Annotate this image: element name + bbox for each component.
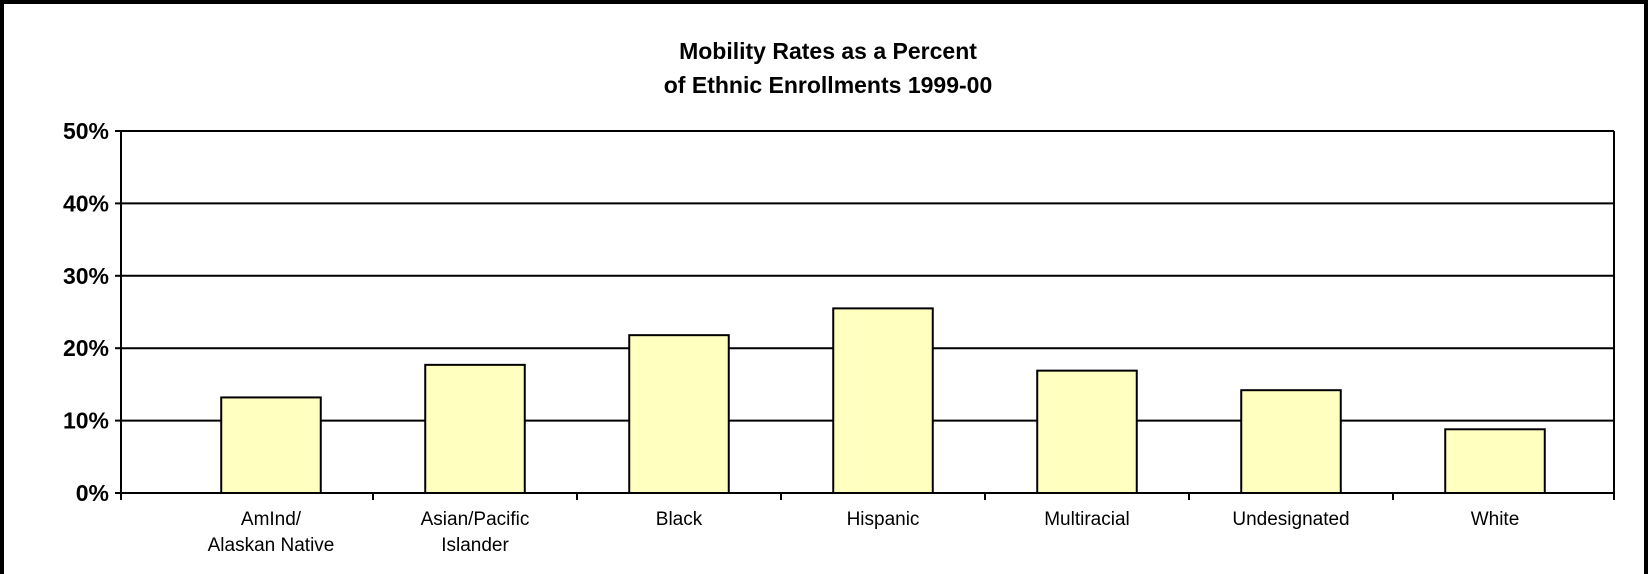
bar: [628, 334, 730, 494]
x-tick-label: AmInd/Alaskan Native: [208, 509, 335, 556]
x-tick-label: Hispanic: [847, 509, 920, 530]
y-tick-label: 0%: [76, 480, 109, 506]
y-tick-label: 10%: [63, 408, 109, 434]
x-tick-label: Black: [656, 509, 703, 530]
x-tick-label: Multiracial: [1044, 509, 1130, 530]
chart-title: Mobility Rates as a Percent of Ethnic En…: [664, 38, 992, 98]
chart-title-line-2: of Ethnic Enrollments 1999-00: [664, 72, 992, 98]
y-axis-tick-labels: 0% 10% 20% 30% 40% 50%: [63, 118, 109, 506]
x-tick-label: Asian/Pacific Islander: [421, 509, 530, 556]
bar: [1444, 428, 1546, 494]
bar: [424, 363, 526, 494]
axes: [115, 130, 1615, 500]
bar: [832, 307, 934, 494]
bar: [1240, 389, 1342, 494]
bars: [220, 307, 1546, 495]
chart-title-line-1: Mobility Rates as a Percent: [679, 38, 977, 64]
y-tick-label: 40%: [63, 190, 109, 216]
y-tick-label: 50%: [63, 118, 109, 144]
x-axis-tick-labels: AmInd/Alaskan Native Asian/Pacific Islande…: [208, 509, 1520, 556]
bar: [1036, 369, 1138, 495]
y-tick-label: 30%: [63, 263, 109, 289]
x-tick-label: White: [1471, 509, 1520, 530]
y-tick-label: 20%: [63, 335, 109, 361]
x-tick-label: Undesignated: [1232, 509, 1349, 530]
bar: [220, 396, 322, 495]
